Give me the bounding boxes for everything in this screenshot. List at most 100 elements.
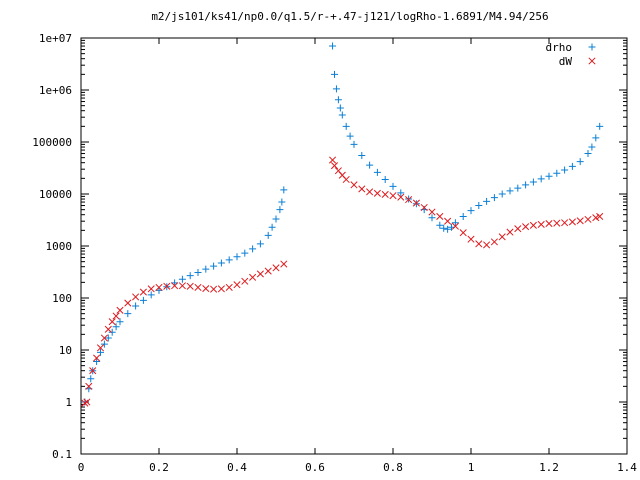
data-point-dW [83,398,91,406]
data-point-dW [514,225,522,233]
data-point-dW [444,217,452,225]
legend-label-drho: drho [546,41,573,54]
data-point-dW [537,220,545,228]
axis-ticks: 0 0.2 0.4 0.6 0.8 1 1.2 1.4 0.1 1 10 100 1000 10000 10… [32,32,637,474]
data-point-dW [328,156,337,164]
data-point-dW [124,299,132,307]
data-point-drho [459,212,467,220]
data-point-drho [97,348,104,356]
y-tick-label: 1000 [46,240,73,253]
data-point-drho [444,225,452,233]
data-point-drho [588,143,596,151]
data-point-dW [381,190,389,199]
data-point-drho [346,132,354,140]
data-point-dW [178,282,186,290]
data-point-drho [428,214,436,222]
data-point-drho [389,182,397,190]
data-point-drho [336,104,344,112]
x-tick-label: 0.6 [305,461,325,474]
data-point-dW [89,367,97,375]
x-tick-label: 0.4 [227,461,247,474]
data-point-drho [522,181,530,189]
data-point-dW [85,382,93,390]
data-point-drho [194,268,202,276]
data-point-drho [104,334,112,342]
x-tick-label: 0 [78,461,85,474]
data-point-drho [108,328,116,336]
data-point-drho [139,296,147,304]
data-point-dW [100,334,108,342]
x-tick-label: 0.8 [383,461,403,474]
data-point-dW [96,344,105,352]
data-point-dW [280,260,288,268]
data-point-dW [561,219,569,227]
data-point-drho [537,175,545,183]
data-point-dW [467,235,475,243]
data-point-drho [596,122,604,130]
data-point-dW [163,282,171,290]
data-point-drho [249,245,257,253]
data-point-drho [553,169,561,177]
data-point-drho [545,172,553,180]
data-point-drho [381,176,389,184]
data-point-dW [249,273,257,281]
data-point-drho [436,221,444,229]
data-point-drho [506,187,514,195]
legend-label-dW: dW [559,55,573,68]
data-point-drho [358,152,366,160]
data-point-drho [576,158,584,166]
data-point-dW [155,283,163,291]
data-point-drho [329,42,337,50]
data-point-drho [217,259,225,267]
data-point-dW [171,282,179,290]
data-point-drho [373,168,381,176]
data-point-dW [233,281,241,289]
data-point-dW [545,220,553,228]
data-point-dW [358,185,366,193]
data-point-drho [241,249,249,257]
data-point-dW [529,221,537,229]
data-point-dW [225,283,233,291]
data-point-drho [276,206,284,214]
data-point-drho [342,122,350,130]
data-point-drho [561,166,569,174]
data-point-drho [440,224,448,232]
data-point-drho [350,140,358,148]
data-point-dW [147,285,155,293]
data-point-drho [490,194,498,202]
data-point-dW [210,285,218,293]
data-point-drho [256,240,264,248]
data-point-drho [331,70,338,78]
data-point-drho [568,162,576,170]
data-point-drho [338,111,346,119]
data-point-dW [81,399,89,407]
data-point-dW [412,199,420,207]
data-point-dW [139,288,147,296]
data-point-dW [112,312,120,320]
data-point-dW [451,222,459,230]
data-point-dW [389,192,397,200]
data-point-dW [108,318,116,326]
data-point-dW [459,229,467,237]
y-tick-label: 100000 [32,136,72,149]
data-point-drho [584,150,592,158]
data-point-drho [268,223,276,231]
data-point-dW [194,283,202,291]
data-point-dW [576,217,584,225]
data-point-dW [428,208,436,216]
y-tick-label: 1e+07 [39,32,72,45]
data-point-dW [596,212,604,221]
data-point-dW [522,223,530,231]
data-point-drho [467,207,475,215]
series-layer [81,42,604,407]
data-point-drho [225,256,233,264]
x-tick-label: 1 [468,461,475,474]
data-point-dW [584,215,592,223]
data-point-drho [147,291,155,299]
data-point-dW [241,277,249,285]
chart-title: m2/js101/ks41/np0.0/q1.5/r-+.47-j121/log… [151,10,548,23]
legend-marker-drho [588,43,596,51]
data-point-dW [506,228,514,236]
